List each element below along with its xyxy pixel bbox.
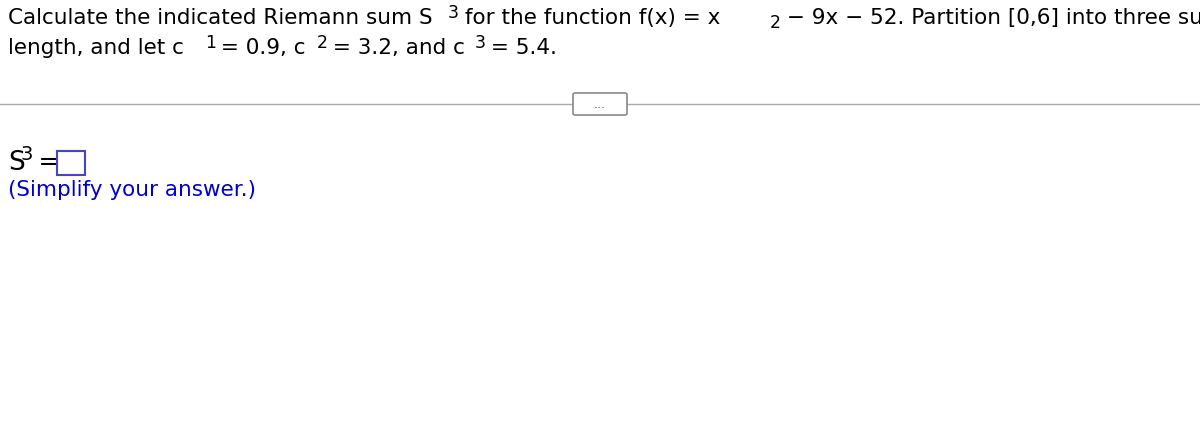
Text: S: S <box>8 150 25 176</box>
Text: 2: 2 <box>317 34 328 52</box>
Text: ...: ... <box>594 98 606 111</box>
Text: (Simplify your answer.): (Simplify your answer.) <box>8 180 256 200</box>
Text: = 0.9, c: = 0.9, c <box>214 38 306 58</box>
Text: 3: 3 <box>475 34 486 52</box>
Text: = 3.2, and c: = 3.2, and c <box>326 38 464 58</box>
FancyBboxPatch shape <box>58 151 85 176</box>
Text: Calculate the indicated Riemann sum S: Calculate the indicated Riemann sum S <box>8 8 433 28</box>
Text: = 5.4.: = 5.4. <box>484 38 557 58</box>
Text: 1: 1 <box>205 34 216 52</box>
Text: 2: 2 <box>770 14 781 32</box>
Text: =: = <box>30 150 60 176</box>
Text: length, and let c: length, and let c <box>8 38 184 58</box>
Text: 3: 3 <box>22 145 34 164</box>
FancyBboxPatch shape <box>574 94 628 116</box>
Text: for the function f(x) = x: for the function f(x) = x <box>458 8 720 28</box>
Text: − 9x − 52. Partition [0,6] into three subintervals of equal: − 9x − 52. Partition [0,6] into three su… <box>780 8 1200 28</box>
Text: 3: 3 <box>448 4 458 22</box>
